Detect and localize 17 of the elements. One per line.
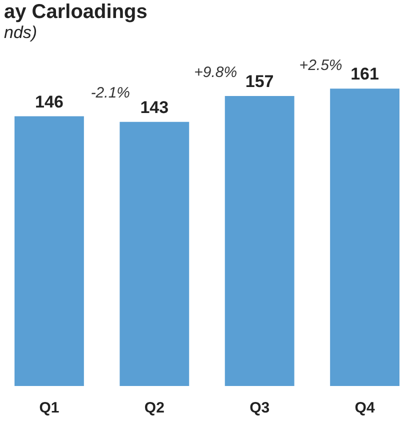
annotation: -2.1%: [90, 84, 130, 102]
text: +9.8%: [194, 64, 238, 82]
data-label: 157: [245, 72, 274, 91]
bar: [330, 88, 400, 386]
x-tick-label: Q2: [144, 400, 164, 416]
x-tick-label: Q4: [354, 400, 376, 416]
data-label: 161: [350, 64, 379, 84]
x-tick-label: Q1: [39, 400, 60, 416]
bar: [14, 116, 84, 386]
data-label: 143: [140, 98, 169, 117]
chart-subtitle: nds): [4, 23, 38, 42]
x-tick-label: Q3: [250, 400, 270, 416]
bar: [224, 96, 294, 386]
data-label: 146: [35, 92, 64, 112]
text: +2.5%: [299, 56, 342, 74]
bar: [120, 122, 190, 386]
chart-title: ay Carloadings: [4, 1, 148, 23]
